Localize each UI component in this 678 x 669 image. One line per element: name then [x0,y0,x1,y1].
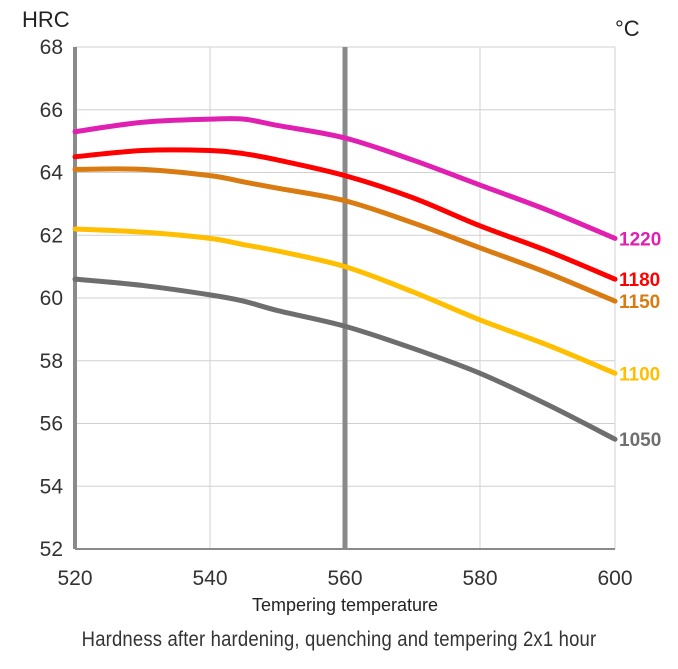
y-tick-label: 60 [40,287,63,310]
y-tick-label: 58 [40,350,63,373]
x-tick-label: 540 [192,567,227,590]
x-tick-label: 520 [57,567,92,590]
x-tick-label: 600 [597,567,632,590]
series-lines [72,116,618,442]
chart-caption: Hardness after hardening, quenching and … [81,628,597,651]
y-tick-label: 56 [40,413,63,436]
series-line-1100 [72,226,618,376]
y-tick-label: 52 [40,538,63,561]
series-line-1220 [72,116,618,241]
series-label-1100: 1100 [619,364,660,385]
x-tick-label: 580 [462,567,497,590]
series-line-1050 [72,276,618,442]
y-tick-label: 66 [40,99,63,122]
series-line-1180 [72,147,618,282]
y-tick-label: 64 [40,162,64,185]
tick-labels: 52 54 56 58 60 62 64 66 68 520 540 560 580 600 [40,36,633,590]
y-tick-label: 54 [40,475,64,498]
x-tick-label: 560 [327,567,362,590]
series-label-1220: 1220 [619,229,661,250]
x-axis-title: Tempering temperature [252,595,438,615]
y2-axis-title: °C [615,16,640,41]
y-axis-title: HRC [22,7,70,32]
series-label-1150: 1150 [619,292,660,313]
series-label-1180: 1180 [619,270,660,291]
y-tick-label: 62 [40,224,63,247]
y-tick-label: 68 [40,36,63,59]
series-line-1150 [72,166,618,304]
series-label-1050: 1050 [619,430,661,451]
